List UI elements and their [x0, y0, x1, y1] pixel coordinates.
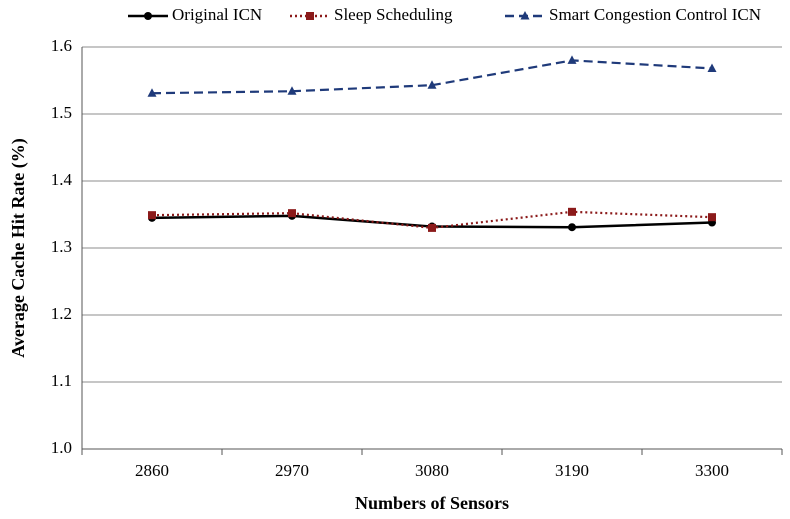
marker	[306, 12, 314, 20]
x-tick-label: 2860	[135, 461, 169, 480]
x-tick-label: 2970	[275, 461, 309, 480]
marker	[568, 207, 576, 216]
y-tick-label: 1.2	[51, 304, 72, 323]
marker	[568, 223, 576, 232]
y-tick-label: 1.4	[51, 170, 73, 189]
legend-label: Sleep Scheduling	[334, 5, 453, 24]
x-tick-label: 3300	[695, 461, 729, 480]
marker	[144, 12, 152, 20]
marker	[707, 63, 717, 72]
y-axis-label: Average Cache Hit Rate (%)	[8, 138, 29, 358]
x-axis-label: Numbers of Sensors	[355, 493, 509, 513]
x-tick-label: 3080	[415, 461, 449, 480]
marker	[147, 88, 157, 97]
marker	[287, 86, 297, 95]
marker	[520, 11, 530, 20]
y-tick-label: 1.5	[51, 103, 72, 122]
x-tick-label: 3190	[555, 461, 589, 480]
marker	[567, 55, 577, 64]
y-tick-label: 1.6	[51, 36, 72, 55]
marker	[288, 209, 296, 218]
legend-label: Original ICN	[172, 5, 262, 24]
y-tick-label: 1.0	[51, 438, 72, 457]
marker	[427, 80, 437, 89]
legend-label: Smart Congestion Control ICN	[549, 5, 761, 24]
y-tick-label: 1.1	[51, 371, 72, 390]
y-tick-label: 1.3	[51, 237, 72, 256]
marker	[428, 223, 436, 232]
marker	[148, 211, 156, 220]
marker	[708, 213, 716, 222]
